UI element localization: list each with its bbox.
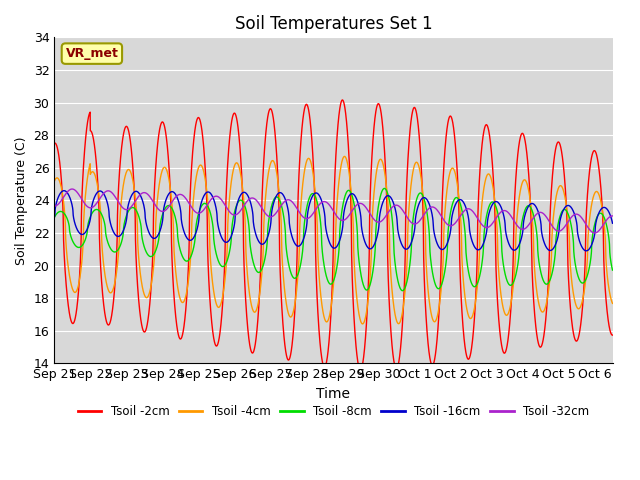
X-axis label: Time: Time: [316, 387, 350, 401]
Tsoil -16cm: [609, 220, 616, 226]
Tsoil -4cm: [359, 321, 367, 327]
Tsoil -2cm: [356, 367, 364, 373]
Y-axis label: Soil Temperature (C): Soil Temperature (C): [15, 136, 28, 264]
Tsoil -2cm: [609, 332, 616, 338]
Tsoil -32cm: [591, 230, 598, 236]
Tsoil -16cm: [51, 215, 58, 221]
Tsoil -4cm: [367, 270, 374, 276]
Tsoil -4cm: [304, 156, 312, 161]
Tsoil -4cm: [609, 300, 616, 306]
Tsoil -4cm: [51, 179, 58, 184]
Tsoil -8cm: [609, 267, 616, 273]
Tsoil -2cm: [367, 187, 374, 193]
Tsoil -16cm: [604, 208, 612, 214]
Line: Tsoil -4cm: Tsoil -4cm: [54, 156, 612, 324]
Tsoil -32cm: [51, 203, 58, 209]
Tsoil -8cm: [399, 288, 406, 294]
Tsoil -2cm: [319, 362, 327, 368]
Line: Tsoil -16cm: Tsoil -16cm: [54, 191, 612, 251]
Tsoil -16cm: [367, 246, 374, 252]
Tsoil -32cm: [304, 216, 312, 221]
Tsoil -8cm: [604, 230, 612, 236]
Tsoil -8cm: [381, 186, 388, 192]
Tsoil -32cm: [319, 199, 327, 204]
Tsoil -8cm: [366, 282, 374, 288]
Tsoil -2cm: [304, 104, 312, 110]
Tsoil -2cm: [491, 212, 499, 218]
Tsoil -32cm: [367, 211, 374, 217]
Tsoil -2cm: [51, 141, 58, 146]
Tsoil -2cm: [604, 317, 612, 323]
Tsoil -16cm: [60, 188, 68, 193]
Tsoil -16cm: [319, 204, 327, 210]
Tsoil -32cm: [609, 213, 616, 219]
Tsoil -8cm: [51, 215, 58, 220]
Line: Tsoil -8cm: Tsoil -8cm: [54, 189, 612, 291]
Tsoil -8cm: [319, 257, 327, 263]
Tsoil -8cm: [491, 202, 499, 207]
Tsoil -8cm: [292, 275, 300, 281]
Title: Soil Temperatures Set 1: Soil Temperatures Set 1: [235, 15, 432, 33]
Text: VR_met: VR_met: [65, 47, 118, 60]
Tsoil -4cm: [292, 296, 300, 301]
Legend: Tsoil -2cm, Tsoil -4cm, Tsoil -8cm, Tsoil -16cm, Tsoil -32cm: Tsoil -2cm, Tsoil -4cm, Tsoil -8cm, Tsoi…: [73, 400, 594, 423]
Tsoil -4cm: [604, 280, 612, 286]
Tsoil -2cm: [339, 97, 346, 103]
Tsoil -32cm: [604, 216, 612, 221]
Tsoil -32cm: [68, 186, 76, 192]
Line: Tsoil -2cm: Tsoil -2cm: [54, 100, 612, 370]
Line: Tsoil -32cm: Tsoil -32cm: [54, 189, 612, 233]
Tsoil -4cm: [319, 311, 327, 316]
Tsoil -32cm: [292, 204, 300, 210]
Tsoil -8cm: [304, 200, 312, 205]
Tsoil -16cm: [582, 248, 590, 254]
Tsoil -16cm: [491, 199, 499, 205]
Tsoil -16cm: [304, 207, 312, 213]
Tsoil -4cm: [491, 199, 499, 205]
Tsoil -2cm: [292, 293, 300, 299]
Tsoil -16cm: [292, 242, 300, 248]
Tsoil -4cm: [340, 154, 348, 159]
Tsoil -32cm: [491, 217, 499, 223]
